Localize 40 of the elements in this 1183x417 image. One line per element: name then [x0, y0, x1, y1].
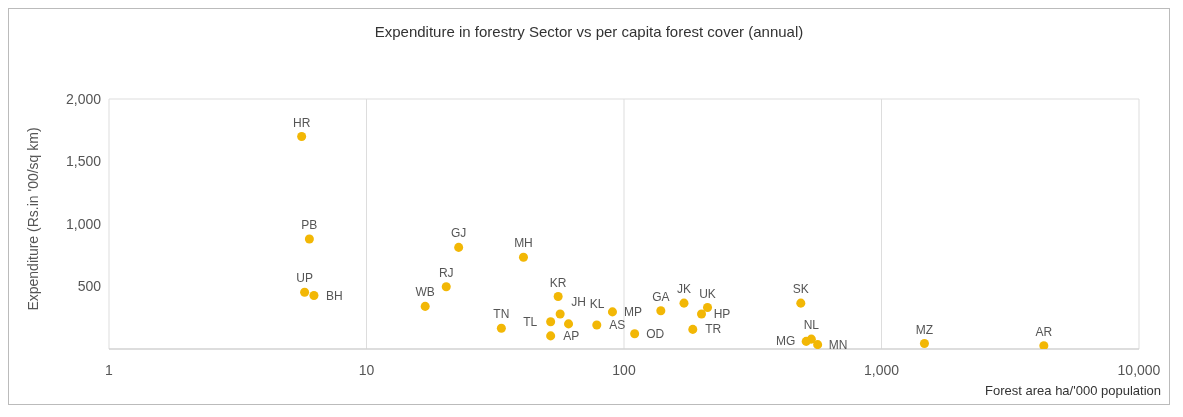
annotation: RJ [438, 265, 454, 280]
annotation: AR [1035, 324, 1053, 339]
annotation: TN [493, 307, 510, 322]
annotation: MG [776, 334, 796, 349]
x-tick-label: 10 [358, 361, 375, 378]
annotation: JH [571, 295, 586, 309]
annotation: PB [301, 218, 318, 232]
y-tick-label: 2,000 [65, 90, 102, 107]
annotation: KR [549, 275, 567, 290]
y-tick-label: 1,000 [65, 215, 102, 232]
annotation: NL [803, 318, 820, 333]
annotation: UP [296, 271, 313, 286]
y-tick-label: 500 [77, 278, 102, 295]
annotation: UK [699, 286, 716, 301]
annotation: TL [523, 314, 538, 329]
annotation: AP [563, 328, 580, 343]
annotation: GJ [451, 226, 467, 241]
y-axis-title: Expenditure (Rs.in '00/sq km) [25, 127, 41, 311]
annotation: HP [713, 307, 731, 321]
annotation: WB [415, 285, 435, 300]
annotation: AS [609, 318, 626, 332]
annotation: MN [828, 337, 848, 352]
annotation: OD [646, 326, 665, 341]
annotation: MP [623, 304, 642, 319]
annotation: HR [292, 115, 311, 130]
y-tick-label: 1,500 [65, 153, 102, 170]
annotation: MH [514, 236, 533, 251]
annotation: GA [652, 289, 670, 304]
annotation: JK [676, 282, 691, 297]
annotation: BH [326, 288, 343, 303]
annotation: SK [792, 282, 809, 297]
x-tick-label: 100 [612, 361, 636, 378]
annotation: KL [589, 296, 605, 311]
x-axis-title: Forest area ha/'000 population [985, 383, 1161, 398]
chart-title: Expenditure in forestry Sector vs per capita forest cover (annual) [373, 23, 805, 40]
x-tick-label: 10,000 [1117, 361, 1161, 378]
annotation: TR [705, 322, 722, 337]
x-tick-label: 1,000 [863, 361, 900, 378]
x-tick-label: 1 [105, 361, 114, 378]
annotation: MZ [915, 322, 934, 337]
